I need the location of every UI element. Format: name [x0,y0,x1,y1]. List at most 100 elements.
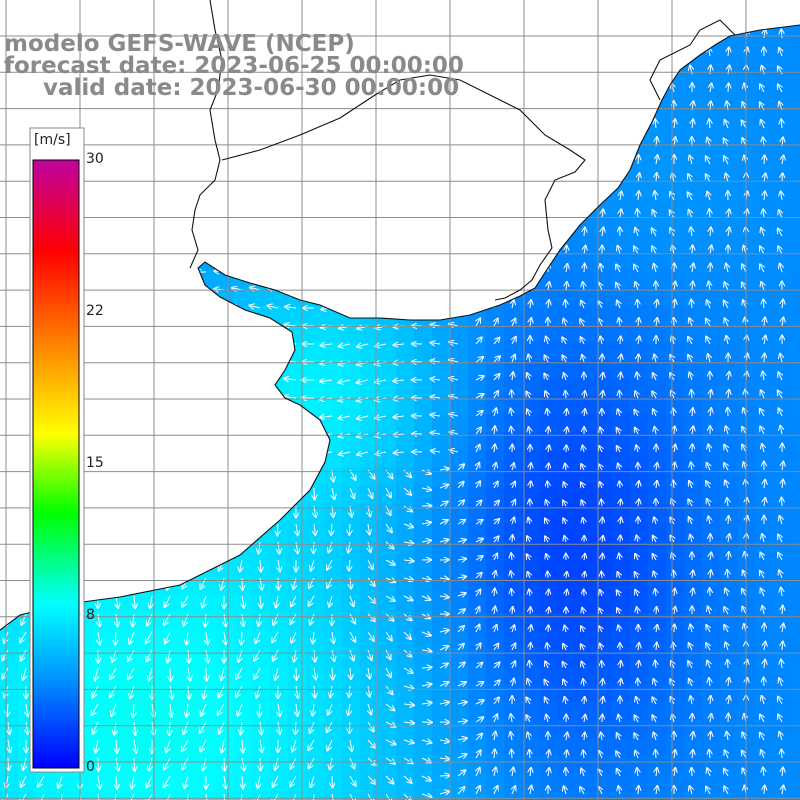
wind-speed-cell [558,540,576,558]
wind-speed-cell [36,612,54,630]
wind-arrow [583,282,584,291]
wind-speed-cell [666,432,684,450]
wind-speed-cell [144,738,162,756]
wind-speed-cell [522,414,540,432]
wind-speed-cell [126,648,144,666]
wind-arrow [710,245,712,255]
wind-speed-cell [558,594,576,612]
wind-arrow [616,265,620,273]
wind-speed-cell [684,288,702,306]
wind-speed-cell [792,216,800,234]
wind-speed-cell [450,342,468,360]
wind-speed-cell [648,666,666,684]
wind-speed-cell [540,684,558,702]
wind-speed-cell [666,306,684,324]
wind-speed-cell [774,288,792,306]
wind-speed-cell [612,576,630,594]
wind-speed-cell [288,792,306,800]
wind-speed-cell [216,756,234,774]
wind-speed-cell [738,108,756,126]
wind-speed-cell [720,288,738,306]
wind-speed-cell [414,378,432,396]
wind-speed-cell [18,630,36,648]
wind-speed-cell [630,198,648,216]
wind-arrow [653,210,656,219]
wind-speed-cell [414,342,432,360]
wind-speed-cell [720,90,738,108]
wind-speed-cell [684,108,702,126]
wind-speed-cell [54,774,72,792]
wind-arrow [782,155,784,165]
wind-speed-cell [522,378,540,396]
wind-speed-cell [684,396,702,414]
wind-arrow [782,606,783,615]
wind-speed-cell [684,648,702,666]
wind-speed-cell [738,756,756,774]
wind-speed-cell [774,252,792,270]
wind-speed-cell [774,162,792,180]
wind-speed-cell [450,396,468,414]
wind-speed-cell [630,612,648,630]
wind-speed-cell [504,630,522,648]
wind-arrow [778,246,782,255]
wind-arrow [710,696,711,705]
wind-speed-cell [504,720,522,738]
wind-speed-cell [612,774,630,792]
wind-speed-cell [54,792,72,800]
wind-speed-cell [666,414,684,432]
wind-speed-cell [504,324,522,342]
wind-speed-cell [594,720,612,738]
wind-speed-cell [162,648,180,666]
wind-speed-cell [540,756,558,774]
wind-arrow [706,156,710,165]
wind-speed-cell [90,756,108,774]
wind-speed-cell [612,702,630,720]
wind-speed-cell [720,648,738,666]
wind-speed-cell [702,54,720,72]
wind-speed-cell [468,540,486,558]
wind-speed-cell [684,252,702,270]
wind-arrow [637,300,638,309]
wind-speed-cell [450,360,468,378]
wind-speed-cell [666,288,684,306]
wind-speed-cell [648,468,666,486]
wind-speed-cell [702,486,720,504]
wind-speed-cell [558,468,576,486]
wind-speed-cell [756,756,774,774]
wind-speed-cell [630,756,648,774]
wind-speed-cell [252,288,270,306]
wind-speed-cell [450,666,468,684]
wind-arrow [620,191,621,201]
wind-speed-cell [504,342,522,360]
wind-speed-cell [540,306,558,324]
wind-speed-cell [684,540,702,558]
wind-speed-cell [738,324,756,342]
wind-speed-cell [630,270,648,288]
wind-speed-cell [180,738,198,756]
wind-speed-cell [504,432,522,450]
wind-speed-cell [540,288,558,306]
wind-speed-cell [486,540,504,558]
wind-speed-cell [432,378,450,396]
wind-speed-cell [306,738,324,756]
wind-speed-cell [792,702,800,720]
wind-speed-cell [756,252,774,270]
wind-speed-cell [450,324,468,342]
wind-speed-cell [414,540,432,558]
wind-arrow [707,300,710,309]
wind-speed-cell [684,216,702,234]
wind-speed-cell [720,666,738,684]
wind-speed-cell [612,378,630,396]
wind-speed-cell [792,540,800,558]
wind-speed-cell [684,756,702,774]
wind-arrow [602,554,603,561]
wind-speed-cell [612,234,630,252]
wind-speed-cell [648,180,666,198]
wind-speed-cell [666,738,684,756]
wind-speed-cell [756,720,774,738]
wind-arrow [530,607,531,615]
wind-arrow [512,535,513,543]
wind-speed-cell [522,684,540,702]
wind-speed-cell [738,126,756,144]
